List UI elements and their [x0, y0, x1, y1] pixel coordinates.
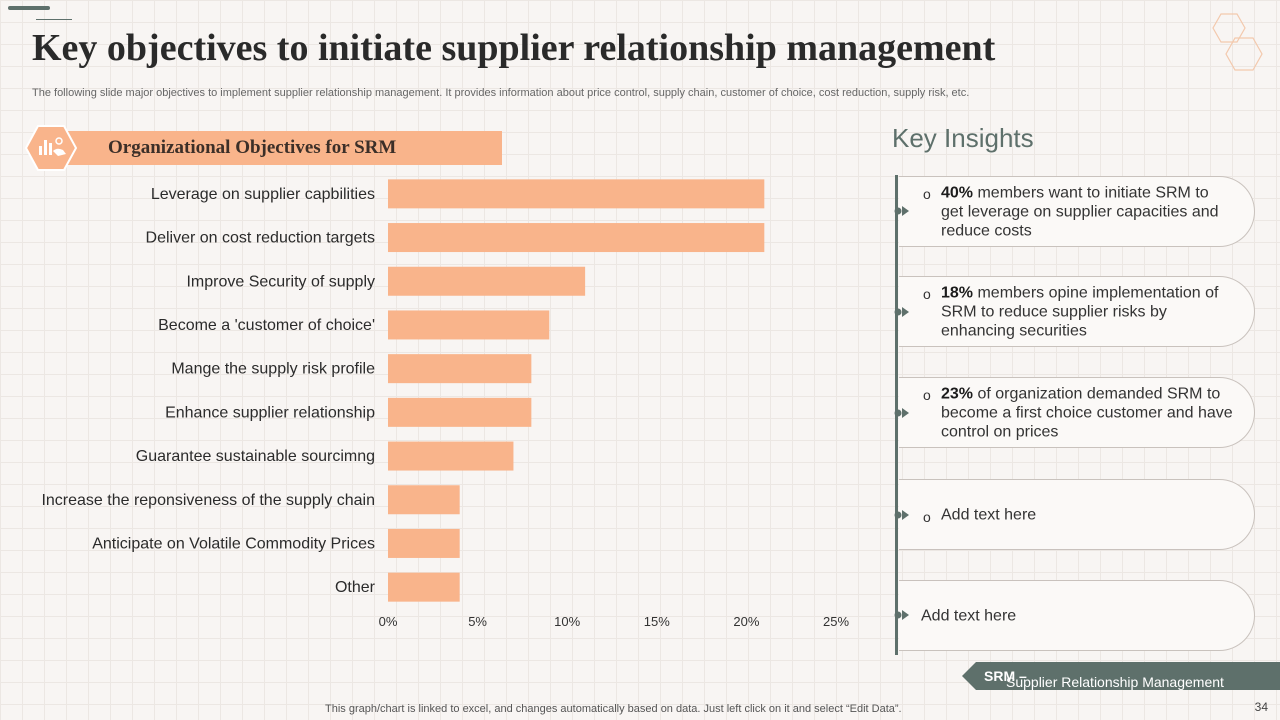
page-title: Key objectives to initiate supplier rela…: [32, 27, 996, 69]
legend-full: Supplier Relationship Management: [1006, 674, 1224, 690]
bar: [388, 485, 460, 515]
top-accent-bar: [8, 6, 50, 10]
timeline-arrow-icon: [894, 510, 909, 520]
x-tick-label: 5%: [468, 614, 487, 629]
bar: [388, 441, 514, 471]
key-insights-title: Key Insights: [892, 123, 1034, 153]
x-tick-label: 10%: [554, 614, 580, 629]
page-subtitle: The following slide major objectives to …: [32, 87, 970, 99]
bars-group: [388, 179, 765, 602]
insight-placeholder-text: Add text here: [941, 506, 1037, 523]
insight-bullet: o: [923, 286, 931, 302]
insight-placeholder-text: Add text here: [921, 607, 1017, 624]
objectives-header-banner: Organizational Objectives for SRM: [60, 131, 502, 165]
category-label: Become a 'customer of choice': [158, 317, 375, 334]
category-label: Deliver on cost reduction targets: [146, 230, 375, 247]
x-tick-label: 15%: [644, 614, 670, 629]
timeline-arrow-icon: [894, 610, 909, 620]
insight-card: o 18% members opine implementation of SR…: [899, 276, 1255, 347]
category-label: Improve Security of supply: [186, 273, 375, 290]
bar: [388, 528, 460, 558]
bar: [388, 397, 532, 427]
srm-legend-tag: SRM – Supplier Relationship Management: [962, 662, 1280, 690]
insight-card: o Add text here: [899, 479, 1255, 550]
bar: [388, 310, 550, 340]
bar: [388, 354, 532, 384]
page-number: 34: [1254, 700, 1268, 714]
timeline-arrow-icon: [894, 206, 909, 216]
chart-hand-icon: [25, 125, 77, 171]
insight-percent: 18%: [941, 284, 974, 301]
insight-percent: 23%: [941, 385, 974, 402]
category-label: Leverage on supplier capbilities: [151, 186, 375, 203]
insight-bullet: o: [923, 387, 931, 403]
insight-bullet: o: [923, 186, 931, 202]
x-tick-label: 25%: [823, 614, 849, 629]
category-label: Guarantee sustainable sourcimng: [136, 448, 375, 465]
objectives-bar-chart: Leverage on supplier capbilities Deliver …: [41, 179, 850, 629]
insight-card: o 40% members want to initiate SRM to ge…: [899, 176, 1255, 247]
bar: [388, 179, 765, 209]
insight-card: Add text here: [899, 580, 1255, 651]
category-label: Mange the supply risk profile: [171, 361, 375, 378]
insight-bullet: o: [923, 509, 931, 525]
insight-card: o 23% of organization demanded SRM to be…: [899, 377, 1255, 448]
hexagon-decoration-icon: [1212, 13, 1263, 71]
timeline-arrow-icon: [894, 408, 909, 418]
timeline-arrow-icon: [894, 307, 909, 317]
insight-text: of organization demanded SRM to become a…: [941, 385, 1233, 440]
category-label: Anticipate on Volatile Commodity Prices: [92, 535, 375, 552]
legend-abbr: SRM –: [984, 668, 1027, 684]
objectives-header-title: Organizational Objectives for SRM: [108, 137, 397, 158]
footnote: This graph/chart is linked to excel, and…: [325, 703, 902, 715]
x-tick-label: 20%: [733, 614, 759, 629]
insight-text: members opine implementation of SRM to r…: [941, 284, 1219, 339]
top-accent-line: [36, 19, 72, 20]
bar: [388, 266, 586, 296]
bar: [388, 572, 460, 602]
insight-percent: 40%: [941, 184, 974, 201]
x-axis-ticks: 0% 5% 10% 15% 20% 25%: [379, 614, 850, 629]
x-tick-label: 0%: [379, 614, 398, 629]
category-labels: Leverage on supplier capbilities Deliver …: [41, 186, 375, 596]
category-label: Increase the reponsiveness of the supply…: [41, 492, 375, 509]
bar: [388, 223, 765, 253]
insight-text: members want to initiate SRM to get leve…: [941, 184, 1219, 239]
category-label: Enhance supplier relationship: [165, 404, 375, 421]
category-label: Other: [335, 579, 376, 596]
